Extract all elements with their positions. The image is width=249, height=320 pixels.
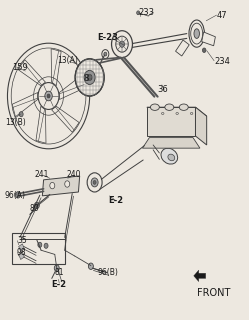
Circle shape [38,242,42,247]
Polygon shape [194,270,206,282]
Circle shape [54,265,59,271]
Polygon shape [195,107,207,145]
Text: 81: 81 [55,268,64,277]
Ellipse shape [161,148,178,164]
Circle shape [34,202,39,209]
Polygon shape [147,107,207,116]
Polygon shape [60,75,85,100]
Polygon shape [42,176,80,196]
Polygon shape [52,106,79,132]
Circle shape [91,178,98,187]
Circle shape [112,31,132,58]
Text: 96(B): 96(B) [97,268,118,277]
Text: 13(B): 13(B) [5,118,26,127]
Polygon shape [176,40,189,56]
Text: E-23: E-23 [97,33,118,42]
Polygon shape [142,138,200,148]
Text: 98: 98 [17,248,27,257]
Circle shape [87,74,92,81]
Ellipse shape [150,104,159,110]
Circle shape [15,192,20,198]
Ellipse shape [194,29,199,38]
Circle shape [102,50,109,59]
Text: E-2: E-2 [52,280,67,289]
Text: 13(A): 13(A) [57,56,78,65]
Circle shape [19,112,23,117]
Polygon shape [36,106,46,143]
Circle shape [93,180,96,184]
Circle shape [87,173,102,192]
Circle shape [120,41,124,47]
Ellipse shape [189,20,204,47]
Ellipse shape [168,154,175,161]
Text: 8: 8 [83,74,89,83]
Ellipse shape [191,23,203,44]
Polygon shape [19,244,24,252]
Circle shape [45,91,52,101]
Text: 159: 159 [12,63,28,72]
Circle shape [104,52,107,56]
Circle shape [116,36,128,52]
Circle shape [50,182,55,189]
Bar [12,233,65,264]
Text: E-2: E-2 [108,196,124,205]
Text: 36: 36 [157,85,168,94]
Text: 240: 240 [67,170,81,179]
Polygon shape [12,92,38,117]
Bar [147,107,195,136]
Circle shape [202,48,206,52]
Polygon shape [19,252,24,260]
Polygon shape [18,60,46,86]
Text: FRONT: FRONT [197,288,230,298]
Circle shape [75,59,104,96]
Circle shape [88,263,93,269]
Circle shape [38,83,59,109]
Text: 96(A): 96(A) [5,191,26,200]
Polygon shape [51,49,61,86]
Text: 47: 47 [217,11,227,20]
Circle shape [84,70,95,84]
Text: 233: 233 [138,8,154,17]
Text: 234: 234 [214,57,230,66]
Circle shape [44,243,48,248]
Text: 80: 80 [29,204,39,213]
Polygon shape [202,32,215,46]
Circle shape [137,11,140,15]
Ellipse shape [179,104,188,110]
Text: 35: 35 [17,236,27,245]
Circle shape [65,181,70,187]
Circle shape [47,94,50,98]
Ellipse shape [165,104,174,110]
Text: 241: 241 [35,170,49,179]
